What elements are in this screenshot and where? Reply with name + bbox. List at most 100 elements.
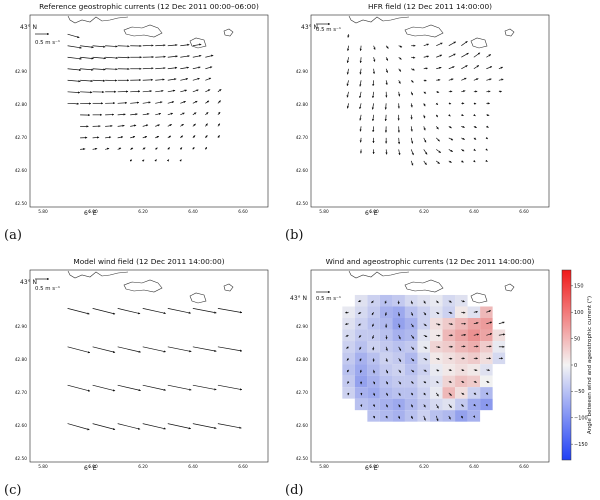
panel-d-vector-1-5 — [410, 312, 414, 316]
panel-b-vector-6-0 — [346, 103, 349, 109]
panel-b-y-ticks: 42.90 42.80 42.70 42.60 42.50 — [296, 69, 309, 207]
panel-d-vector-9-5 — [410, 404, 413, 408]
panel-b-vector-9-9 — [461, 137, 465, 140]
colorbar-tick-label-3: 0 — [574, 363, 577, 369]
panel-a-vector-3-9 — [180, 66, 189, 70]
panel-d-cell-1-9 — [455, 306, 468, 318]
panel-d-cell-6-3 — [379, 364, 393, 376]
panel-b-vector-5-7 — [436, 90, 440, 94]
panel-a-vector-7-6 — [142, 112, 150, 116]
panel-a-vector-9-8 — [167, 135, 172, 139]
panel-b-vector-7-7 — [435, 114, 438, 118]
panel-d-cell-9-9 — [455, 398, 468, 411]
panel-d-cell-7-0 — [342, 375, 355, 388]
panel-a-vector-5-12 — [217, 88, 222, 93]
panel-d-vector-8-10 — [473, 392, 477, 395]
panel-b-vector-1-9 — [461, 40, 468, 47]
panel-d-vector-10-8 — [448, 415, 451, 420]
panel-d-cell-1-2 — [367, 306, 380, 318]
panel-c-vector-1-3 — [142, 346, 166, 353]
panel-b-vector-11-7 — [436, 160, 440, 164]
panel-b-vector-8-5 — [410, 126, 413, 132]
panel-a-x-ticks: 5.80 6.00 6.20 6.40 6.60 — [38, 209, 248, 215]
panel-c-vector-0-2 — [117, 308, 141, 315]
panel-b-vector-11-5 — [410, 160, 414, 166]
panel-d-vector-3-10 — [473, 333, 480, 336]
panel-b-vector-10-5 — [410, 149, 414, 156]
panel-b-vector-3-9 — [461, 65, 468, 70]
panel-a-y-ticks: 42.90 42.80 42.70 42.60 42.50 — [15, 69, 28, 207]
panel-d-cell-4-0 — [342, 341, 355, 353]
panel-d-vector-4-0 — [346, 346, 349, 349]
panel-a-vector-11-9 — [179, 159, 182, 162]
panel-b-vector-2-10 — [473, 52, 481, 58]
panel-b-vector-10-11 — [485, 148, 488, 151]
panel-b-vector-10-9 — [461, 149, 465, 152]
panel-c-island-3 — [223, 283, 234, 292]
panel-b-vector-4-6 — [423, 79, 427, 82]
panel-d-vector-10-9 — [460, 415, 464, 419]
panel-a-vector-3-6 — [142, 67, 154, 70]
panel-d-vector-6-7 — [436, 369, 440, 372]
panel-b-vector-0-0 — [347, 34, 350, 38]
panel-a-vector-9-2 — [92, 136, 100, 139]
panel-a-xtick-5: 6.60 — [238, 209, 248, 215]
panel-b-vector-9-7 — [436, 137, 440, 142]
panel-a-island-3 — [223, 28, 234, 37]
panel-d-cell-0-2 — [367, 294, 380, 307]
colorbar-tick-label-1: 100 — [574, 310, 584, 316]
colorbar: 150 100 50 0 −50 −100 −150 Angle between wind … — [561, 269, 593, 461]
colorbar-ticks: 150 100 50 0 −50 −100 −150 — [571, 284, 588, 448]
panel-a-vector-1-8 — [167, 43, 178, 47]
panel-d-cell-1-6 — [417, 306, 430, 318]
panel-b-vector-9-1 — [359, 137, 362, 143]
panel-b-vector-6-5 — [410, 103, 413, 108]
panel-d-cell-2-0 — [342, 318, 355, 330]
panel-a-vector-10-7 — [155, 147, 158, 150]
panel-c-ytick-2: 42.80 — [15, 357, 28, 363]
panel-a-vector-3-1 — [80, 68, 94, 71]
panel-b-vector-4-5 — [410, 80, 414, 83]
panel-b-vector-9-6 — [423, 137, 427, 143]
panel-a-vector-4-0 — [67, 79, 81, 83]
panel-c-vector-0-4 — [167, 308, 191, 314]
panel-c-vector-1-1 — [92, 346, 116, 353]
panel-d-cell-3-3 — [379, 329, 393, 342]
panel-d-vector-7-6 — [423, 380, 427, 384]
panel-a-vector-6-6 — [142, 101, 151, 104]
panel-b-vector-6-6 — [423, 103, 426, 107]
panel-d-cell-9-6 — [417, 398, 430, 411]
panel-d-vector-5-7 — [436, 357, 440, 360]
panel-a-xtick-3: 6.20 — [138, 209, 148, 215]
panel-a-vector-6-12 — [217, 100, 221, 104]
panel-d-cell-6-0 — [342, 364, 355, 376]
panel-d-vector-0-6 — [423, 300, 426, 304]
panel-c-xtick-1: 5.80 — [38, 464, 48, 470]
panel-a-vector-2-1 — [80, 56, 94, 60]
panel-d-vector-7-5 — [410, 381, 414, 384]
panel-d-label: (d) — [285, 483, 303, 498]
panel-d-title: Wind and ageostrophic currents (12 Dec 2… — [326, 257, 535, 266]
panel-b-vector-8-8 — [448, 126, 452, 129]
panel-a-vector-3-11 — [205, 66, 213, 70]
panel-d-vector-8-11 — [485, 392, 489, 395]
panel-d-vector-1-2 — [371, 312, 374, 316]
panel-d-vector-3-6 — [423, 334, 428, 338]
panel-d-vector-4-5 — [410, 346, 415, 350]
panel-b-vector-4-9 — [461, 77, 467, 81]
panel-b-vector-1-3 — [385, 45, 389, 49]
panel-c-vector-3-5 — [192, 423, 217, 430]
panel-d-vector-3-5 — [410, 335, 415, 339]
panel-b-vector-3-5 — [411, 68, 415, 71]
panel-d-cell-10-3 — [379, 410, 393, 422]
panel-a-vector-8-3 — [105, 124, 113, 128]
panel-d-vector-6-3 — [385, 369, 389, 374]
panel-d-vector-9-3 — [385, 404, 388, 408]
panel-d-vector-7-8 — [448, 380, 452, 383]
panel-d-lat-label: 43° N — [290, 295, 307, 302]
panel-b-vector-3-10 — [473, 65, 480, 70]
panel-b-vector-3-7 — [436, 66, 442, 70]
panel-d-vector-2-1 — [358, 323, 362, 326]
panel-d-xtick-4: 6.40 — [469, 464, 479, 470]
panel-c-vector-0-0 — [67, 308, 90, 315]
